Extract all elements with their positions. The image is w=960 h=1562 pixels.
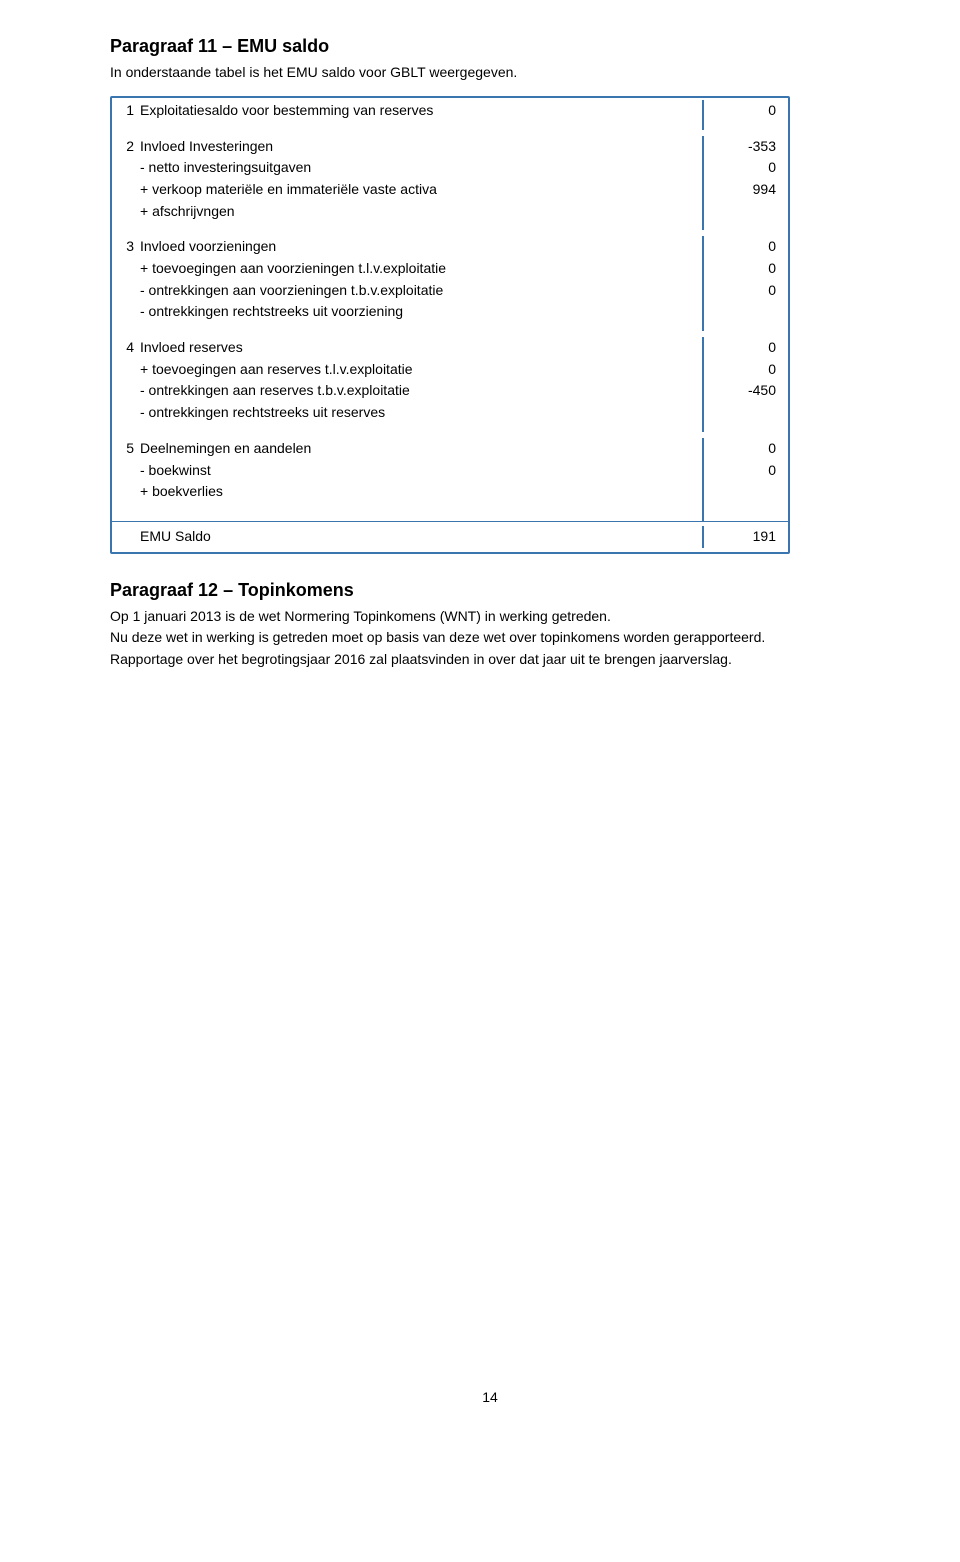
item-value: 0 xyxy=(704,157,788,179)
group-head: Invloed Investeringen xyxy=(138,136,702,158)
section-12-paragraph: Nu deze wet in werking is getreden moet … xyxy=(110,628,870,648)
page-content: Paragraaf 11 – EMU saldo In onderstaande… xyxy=(0,0,960,1445)
item-label: + afschrijvngen xyxy=(138,201,702,223)
item-value: 0 xyxy=(704,258,788,280)
item-value: 0 xyxy=(704,359,788,381)
group-number: 4 xyxy=(112,337,138,359)
item-value: -353 xyxy=(704,136,788,158)
item-label: + toevoegingen aan voorzieningen t.l.v.e… xyxy=(138,258,702,280)
table-group: 4 Invloed reserves + toevoegingen aan re… xyxy=(112,331,788,432)
table-group: 3 Invloed voorzieningen + toevoegingen a… xyxy=(112,230,788,331)
item-label: + toevoegingen aan reserves t.l.v.exploi… xyxy=(138,359,702,381)
item-label: - ontrekkingen aan voorzieningen t.b.v.e… xyxy=(138,280,702,302)
item-value: 0 xyxy=(704,280,788,302)
footer-value: 191 xyxy=(704,526,788,548)
item-value: 0 xyxy=(704,337,788,359)
group-head: Invloed reserves xyxy=(138,337,702,359)
page-number: 14 xyxy=(110,1389,870,1405)
group-number: 5 xyxy=(112,438,138,460)
footer-label: EMU Saldo xyxy=(138,526,702,548)
group-head-value: 0 xyxy=(704,100,788,122)
item-value: 0 xyxy=(704,236,788,258)
item-label: + verkoop materiële en immateriële vaste… xyxy=(138,179,702,201)
table-group: 1 Exploitatiesaldo voor bestemming van r… xyxy=(112,98,788,130)
group-number: 2 xyxy=(112,136,138,158)
group-number: 1 xyxy=(112,100,138,122)
item-value: -450 xyxy=(704,380,788,402)
group-head: Invloed voorzieningen xyxy=(138,236,702,258)
section-12-paragraph: Op 1 januari 2013 is de wet Normering To… xyxy=(110,607,870,627)
item-label: - netto investeringsuitgaven xyxy=(138,157,702,179)
section-12-paragraph: Rapportage over het begrotingsjaar 2016 … xyxy=(110,650,870,670)
item-value: 0 xyxy=(704,460,788,482)
table-group: 2 Invloed Investeringen - netto invester… xyxy=(112,130,788,231)
table-footer: EMU Saldo 191 xyxy=(112,522,788,552)
section-11-title: Paragraaf 11 – EMU saldo xyxy=(110,36,870,57)
item-label: - ontrekkingen rechtstreeks uit reserves xyxy=(138,402,702,424)
item-value: 994 xyxy=(704,179,788,201)
item-value: 0 xyxy=(704,438,788,460)
emu-table: 1 Exploitatiesaldo voor bestemming van r… xyxy=(110,96,790,554)
section-12-title: Paragraaf 12 – Topinkomens xyxy=(110,580,870,601)
section-11-intro: In onderstaande tabel is het EMU saldo v… xyxy=(110,63,870,82)
group-head: Deelnemingen en aandelen xyxy=(138,438,702,460)
item-label: - ontrekkingen aan reserves t.b.v.exploi… xyxy=(138,380,702,402)
table-group: 5 Deelnemingen en aandelen - boekwinst +… xyxy=(112,432,788,521)
item-label: - ontrekkingen rechtstreeks uit voorzien… xyxy=(138,301,702,323)
item-label: - boekwinst xyxy=(138,460,702,482)
group-head: Exploitatiesaldo voor bestemming van res… xyxy=(138,100,702,122)
group-number: 3 xyxy=(112,236,138,258)
item-label: + boekverlies xyxy=(138,481,702,503)
